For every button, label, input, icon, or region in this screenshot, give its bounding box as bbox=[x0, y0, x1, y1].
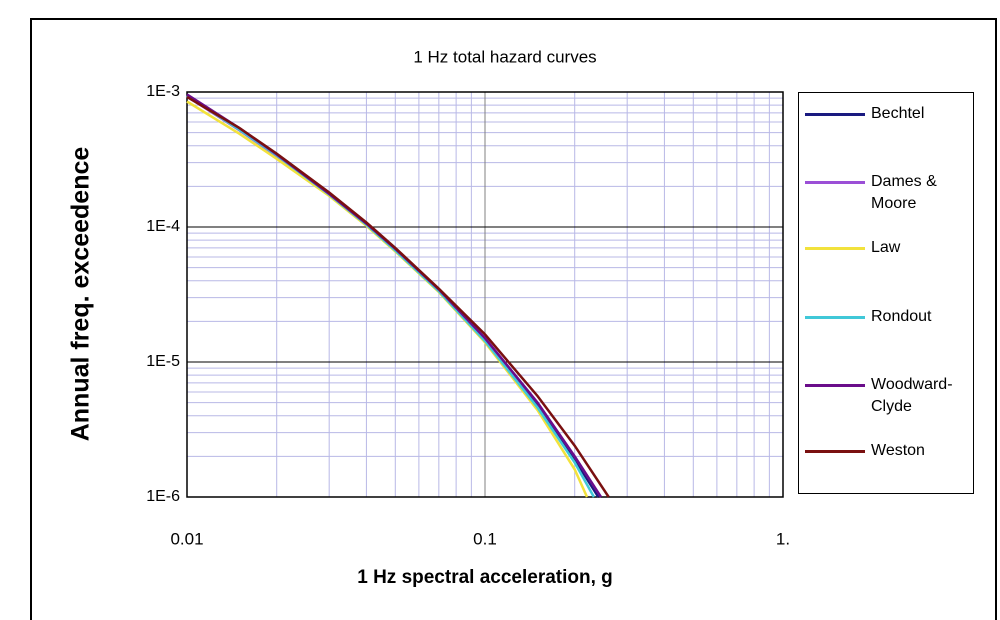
series-line bbox=[186, 95, 610, 498]
legend-entry: Rondout bbox=[805, 306, 969, 328]
legend-entry: Bechtel bbox=[805, 103, 969, 125]
series-line bbox=[186, 93, 603, 498]
legend-entry: Weston bbox=[805, 440, 969, 462]
y-tick-label: 1E-6 bbox=[146, 488, 180, 505]
chart-title: 1 Hz total hazard curves bbox=[413, 47, 596, 66]
x-tick-label: 1. bbox=[776, 529, 790, 548]
x-tick-label: 0.01 bbox=[170, 529, 203, 548]
legend-entry: Law bbox=[805, 237, 969, 259]
y-tick-label: 1E-5 bbox=[146, 353, 180, 370]
x-axis-label: 1 Hz spectral acceleration, g bbox=[357, 567, 613, 588]
x-tick-label: 0.1 bbox=[473, 529, 497, 548]
y-tick-label: 1E-4 bbox=[146, 218, 180, 235]
legend-swatch bbox=[805, 316, 865, 319]
legend-label: Law bbox=[871, 239, 901, 256]
legend-label: Rondout bbox=[871, 308, 932, 325]
legend-swatch bbox=[805, 181, 865, 184]
series-line bbox=[186, 93, 600, 498]
series-line bbox=[186, 100, 589, 498]
legend-swatch bbox=[805, 247, 865, 250]
plot-border bbox=[186, 91, 784, 498]
legend: Bechtel Dames & Moore Law Rondout Woodward-C… bbox=[798, 92, 974, 494]
legend-entry: Woodward-Clyde bbox=[805, 374, 969, 418]
legend-label: Weston bbox=[871, 442, 925, 459]
frame bbox=[30, 18, 997, 620]
legend-swatch bbox=[805, 384, 865, 387]
y-tick-label: 1E-3 bbox=[146, 83, 180, 100]
legend-swatch bbox=[805, 113, 865, 116]
legend-label: Bechtel bbox=[871, 105, 925, 122]
series-line bbox=[186, 94, 595, 498]
legend-label: Dames & Moore bbox=[871, 173, 937, 212]
legend-label: Woodward-Clyde bbox=[871, 376, 953, 415]
series-line bbox=[186, 95, 603, 498]
y-axis-label: Annual freq. exceedence bbox=[67, 147, 95, 442]
legend-swatch bbox=[805, 450, 865, 453]
legend-entry: Dames & Moore bbox=[805, 171, 969, 215]
